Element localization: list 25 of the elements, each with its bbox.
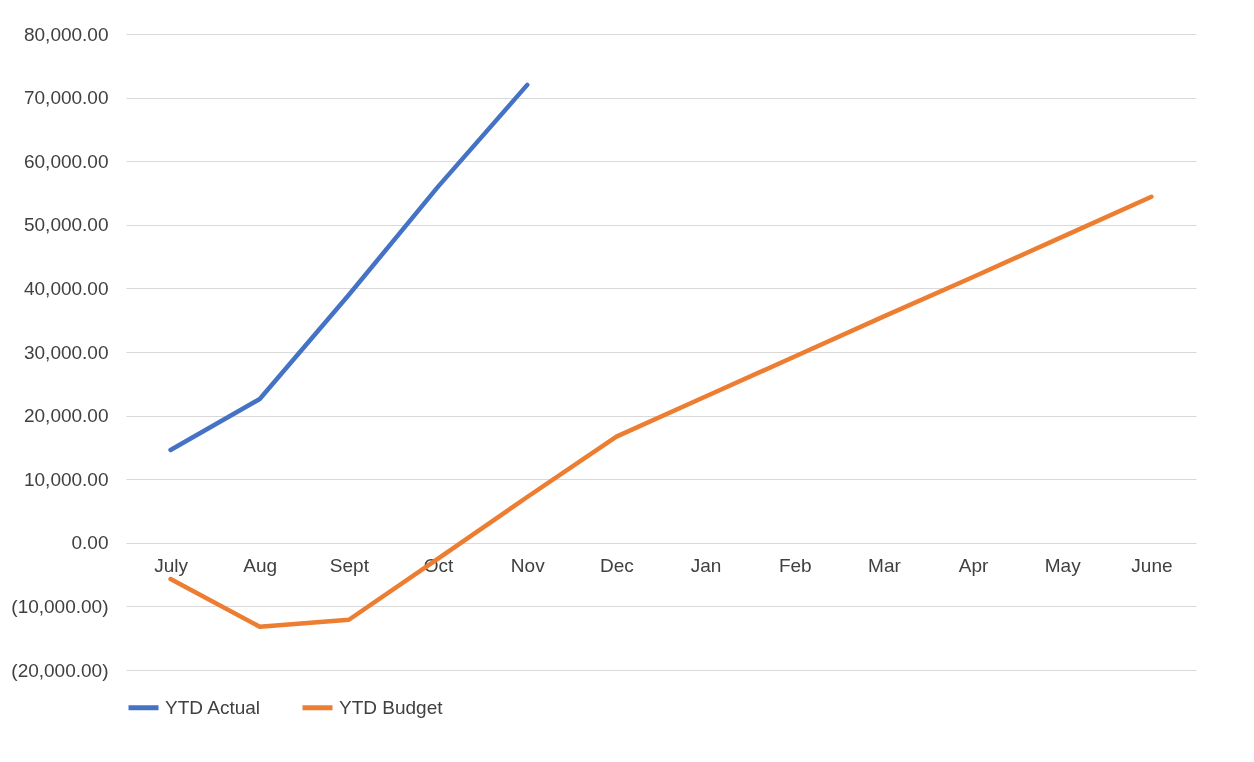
x-tick-label: Dec bbox=[600, 555, 634, 577]
y-tick-label: (20,000.00) bbox=[11, 659, 109, 681]
y-tick-label: 20,000.00 bbox=[23, 405, 109, 427]
y-tick-label: 80,000.00 bbox=[23, 23, 109, 45]
y-tick-label: 60,000.00 bbox=[23, 150, 109, 172]
x-tick-label: May bbox=[1044, 555, 1082, 577]
y-tick-label: (10,000.00) bbox=[11, 595, 109, 617]
y-tick-label: 70,000.00 bbox=[23, 87, 109, 109]
legend-label: YTD Actual bbox=[165, 696, 261, 718]
x-tick-label: Mar bbox=[868, 555, 902, 577]
line-series bbox=[168, 82, 530, 453]
y-tick-label: 40,000.00 bbox=[23, 277, 109, 299]
legend-label: YTD Budget bbox=[339, 696, 444, 718]
x-tick-label: Nov bbox=[510, 555, 546, 577]
y-tick-label: 30,000.00 bbox=[23, 341, 109, 363]
x-tick-label: Aug bbox=[243, 555, 278, 577]
x-tick-label: Sept bbox=[329, 555, 370, 577]
x-tick-label: Apr bbox=[958, 555, 990, 577]
y-tick-label: 10,000.00 bbox=[23, 468, 109, 490]
x-tick-label: Jan bbox=[690, 555, 722, 577]
x-tick-label: June bbox=[1131, 555, 1173, 577]
x-tick-label: July bbox=[154, 555, 189, 577]
y-tick-label: 0.00 bbox=[71, 532, 109, 554]
x-tick-label: Feb bbox=[778, 555, 812, 577]
y-tick-label: 50,000.00 bbox=[23, 214, 109, 236]
